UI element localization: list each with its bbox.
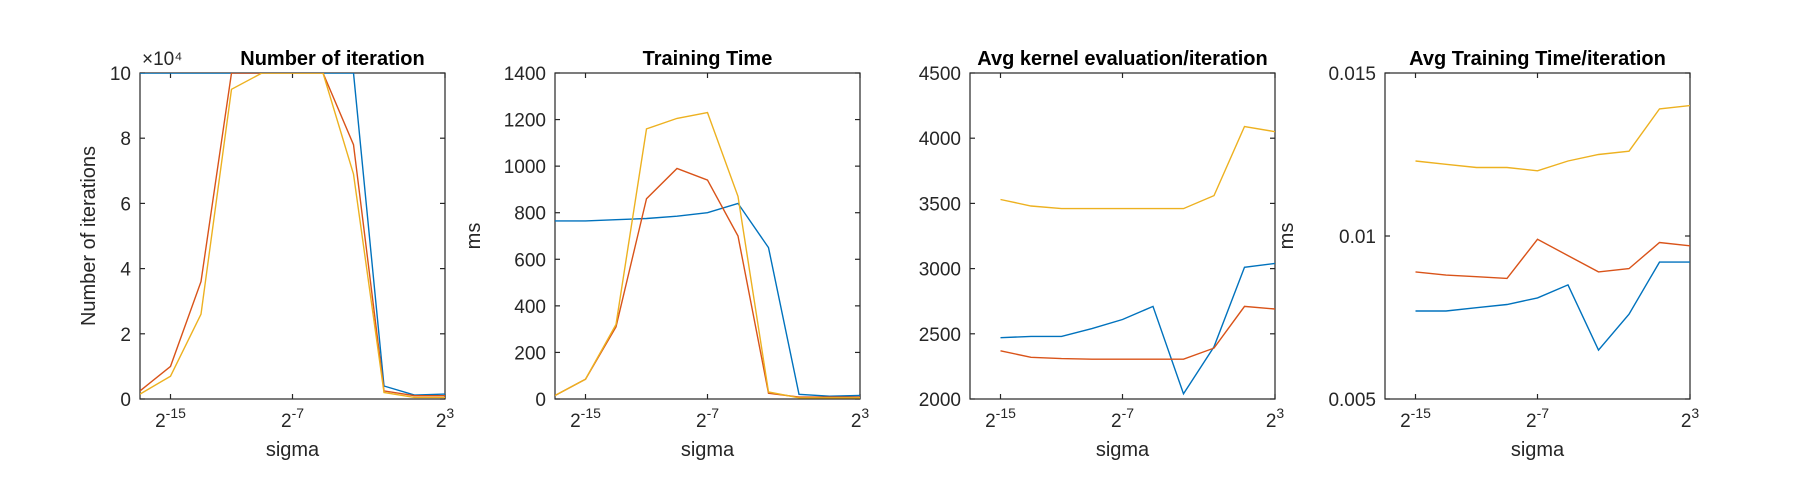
y-tick-label: 800 [514, 204, 546, 225]
x-tick-label: 23 [1266, 405, 1285, 432]
series-lines [555, 111, 860, 399]
y-axis-label: Number of iterations [78, 146, 100, 326]
y-tick-label: 0.005 [1328, 390, 1376, 411]
y-tick-label: 4 [120, 260, 131, 281]
panel-avg-training-time: Avg Training Time/iteration sigma ms 0.0… [1276, 48, 1699, 461]
y-tick-label: 3000 [919, 260, 961, 281]
series-line-2 [140, 73, 445, 397]
series-line-3 [1000, 125, 1275, 210]
y-tick-label: 200 [514, 343, 546, 364]
y-tick-label: 4500 [919, 64, 961, 85]
panel-title: Number of iteration [240, 48, 424, 70]
x-axis-label: sigma [1511, 439, 1565, 461]
y-tick-label: 0 [120, 390, 131, 411]
x-tick-label: 23 [1681, 405, 1700, 432]
y-tick-label: 400 [514, 297, 546, 318]
series-line-1 [140, 73, 445, 396]
y-tick-label: 6 [120, 194, 131, 215]
x-tick-label: 2-15 [570, 405, 601, 432]
y-tick-label: 600 [514, 250, 546, 271]
plot-frame [139, 72, 446, 400]
series-line-1 [1000, 262, 1275, 396]
plot-frame [969, 72, 1276, 400]
x-tick-label: 2-15 [1400, 405, 1431, 432]
x-tick-label: 23 [851, 405, 870, 432]
y-axis-label: ms [1276, 223, 1298, 250]
series-line-1 [1415, 261, 1690, 352]
ticks: 0 200 400 600 800 1000 1200 1400 2-15 2-7 23 [504, 64, 870, 432]
series-line-3 [1415, 104, 1690, 172]
series-line-2 [1415, 238, 1690, 280]
panel-training-time: Training Time sigma ms 0 200 400 600 800 1000… [463, 48, 869, 461]
y-tick-label: 2000 [919, 390, 961, 411]
x-axis-label: sigma [266, 439, 320, 461]
x-tick-label: 2-7 [281, 405, 304, 432]
x-tick-label: 2-15 [155, 405, 186, 432]
ticks: 0.005 0.01 0.015 2-15 2-7 23 [1328, 64, 1699, 432]
series-line-3 [140, 73, 445, 399]
y-tick-label: 2500 [919, 325, 961, 346]
y-axis-label: ms [463, 223, 485, 250]
series-line-2 [1000, 305, 1275, 360]
x-tick-label: 2-7 [1526, 405, 1549, 432]
panel-avg-kernel-evaluation: Avg kernel evaluation/iteration sigma 20… [919, 48, 1285, 461]
y-tick-label: 1400 [504, 64, 546, 85]
x-axis-label: sigma [1096, 439, 1150, 461]
series-line-3 [555, 111, 860, 399]
y-tick-label: 10 [110, 64, 131, 85]
x-tick-label: 23 [436, 405, 455, 432]
series-line-1 [555, 202, 860, 397]
y-tick-label: 0.015 [1328, 64, 1376, 85]
ticks: 0 2 4 6 8 10 2-15 2-7 23 [110, 64, 455, 432]
x-axis-label: sigma [681, 439, 735, 461]
panel-title: Avg kernel evaluation/iteration [977, 48, 1267, 70]
y-tick-label: 1000 [504, 157, 546, 178]
y-tick-label: 3500 [919, 194, 961, 215]
x-tick-label: 2-7 [696, 405, 719, 432]
series-lines [140, 73, 445, 399]
y-tick-label: 2 [120, 325, 131, 346]
panel-title: Avg Training Time/iteration [1409, 48, 1666, 70]
y-tick-label: 4000 [919, 129, 961, 150]
plot-frame [554, 72, 861, 400]
panel-number-of-iteration: Number of iteration sigma Number of iter… [78, 48, 454, 461]
plot-frame [1384, 72, 1691, 400]
series-line-2 [555, 167, 860, 398]
panel-title: Training Time [643, 48, 773, 70]
y-exponent-label: ×10⁴ [142, 49, 182, 70]
y-tick-label: 1200 [504, 111, 546, 132]
series-lines [1415, 104, 1690, 352]
ticks: 2000 2500 3000 3500 4000 4500 2-15 2-7 23 [919, 64, 1285, 432]
series-lines [1000, 125, 1275, 396]
y-tick-label: 8 [120, 129, 131, 150]
y-tick-label: 0 [535, 390, 546, 411]
x-tick-label: 2-7 [1111, 405, 1134, 432]
y-tick-label: 0.01 [1339, 227, 1376, 248]
x-tick-label: 2-15 [985, 405, 1016, 432]
